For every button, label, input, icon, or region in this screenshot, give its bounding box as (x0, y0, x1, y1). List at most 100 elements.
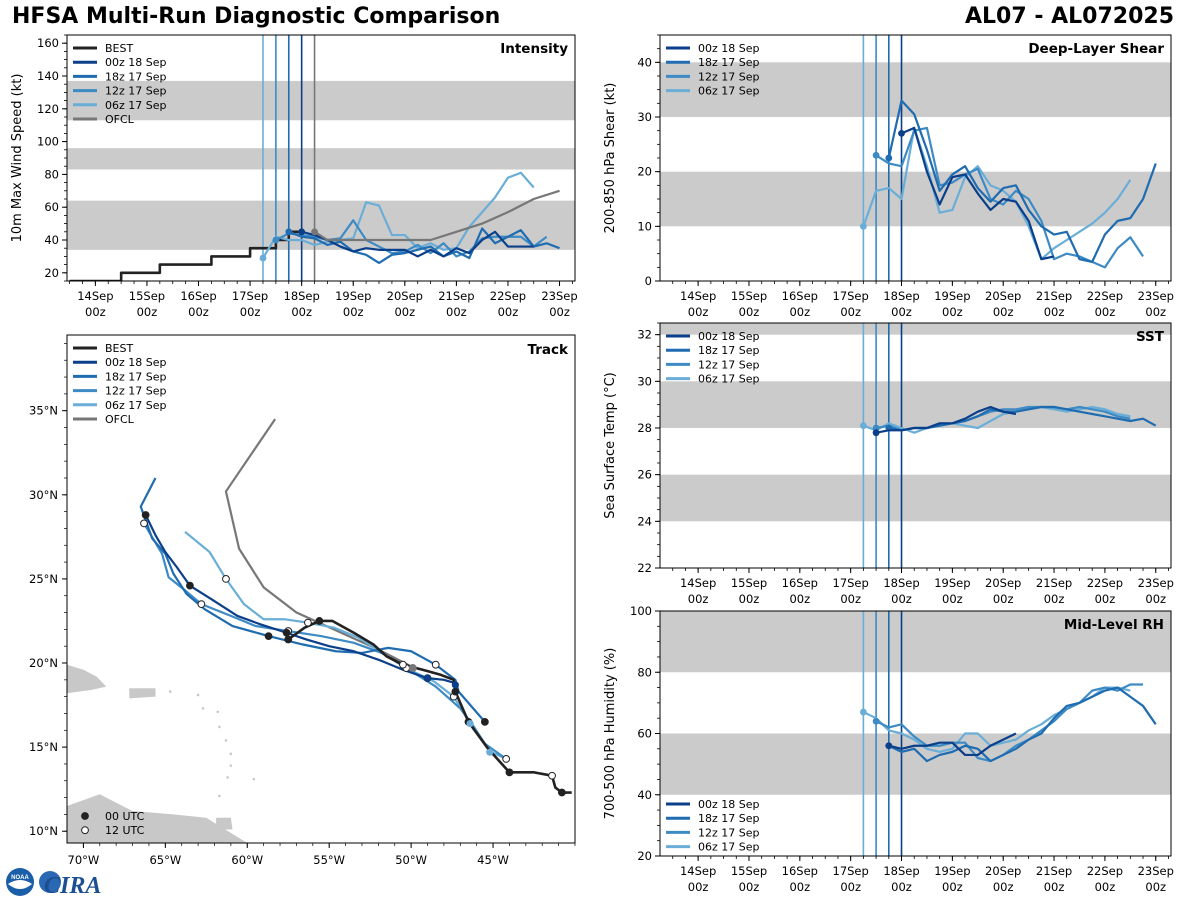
marker-legend-swatch (81, 826, 89, 835)
x-tick-day: 22Sep (1087, 576, 1123, 590)
x-tick-day: 20Sep (387, 289, 423, 303)
y-tick-label: 20 (637, 849, 652, 863)
x-tick-hour: 00z (993, 592, 1014, 606)
y-axis-label: 700-500 hPa Humidity (%) (603, 648, 618, 820)
y-tick-label: 15°N (29, 740, 58, 754)
south-america-land (67, 794, 248, 843)
track-line-12z-17-sep (143, 522, 507, 760)
legend-label: 06z 17 Sep (698, 373, 760, 386)
ofcl-current-point (408, 664, 417, 673)
x-tick-hour: 00z (942, 880, 963, 894)
storm-id: AL07 - AL072025 (965, 4, 1174, 29)
panel-title: SST (1136, 329, 1165, 345)
sst-panel: 22 24 26 28 30 32 14Sep 00z 15Sep 00z 16Sep 00z 17Se… (603, 322, 1174, 606)
x-tick-day: 17Sep (833, 576, 869, 590)
y-tick-label: 20°N (29, 656, 58, 670)
x-tick-hour: 00z (891, 880, 912, 894)
x-tick-hour: 00z (840, 592, 861, 606)
track-point-00utc (264, 632, 273, 640)
y-tick-label: 10°N (29, 824, 58, 838)
x-tick-hour: 00z (942, 592, 963, 606)
small-island-land (229, 752, 233, 756)
x-tick-day: 17Sep (833, 864, 869, 878)
cira-logo-text: CIRA (44, 873, 101, 898)
sst-plot-area (660, 323, 1171, 568)
y-tick-label: 100 (37, 135, 59, 149)
x-tick-hour: 00z (188, 305, 209, 319)
x-tick-day: 15Sep (731, 289, 767, 303)
y-tick-label: 22 (637, 561, 652, 575)
legend-label: 00z 18 Sep (698, 42, 760, 55)
x-tick-day: 14Sep (680, 289, 716, 303)
x-tick-hour: 00z (688, 592, 709, 606)
y-tick-label: 140 (37, 69, 59, 83)
y-tick-label: 24 (637, 514, 652, 528)
land-mass (67, 664, 256, 843)
run-current-point (423, 674, 432, 682)
run-current-point (466, 719, 474, 728)
axes-frame (66, 334, 576, 844)
track-point-00utc (315, 617, 324, 625)
init-point (285, 228, 293, 236)
x-tick-day: 22Sep (1087, 289, 1123, 303)
series-line-06z-17-sep (862, 126, 1132, 261)
intensity-panel: 20 40 60 80 100 120 140 160 14Sep 00z 15Sep 00z 16Se… (10, 34, 578, 319)
shaded-band (660, 323, 1171, 335)
init-point (259, 254, 267, 262)
track-point-12utc (140, 519, 148, 528)
series-line-00z-18-sep (888, 732, 1017, 757)
small-island-land (201, 707, 205, 710)
y-tick-label: 10 (637, 219, 652, 233)
y-tick-label: 60 (44, 200, 59, 214)
track-point-12utc (197, 600, 206, 609)
y-tick-label: 20 (637, 165, 652, 179)
x-tick-day: 16Sep (782, 289, 818, 303)
x-tick-label: 55°W (313, 853, 345, 867)
track-map-area (67, 418, 572, 843)
x-tick-hour: 00z (688, 880, 709, 894)
legend-label: 12z 17 Sep (698, 70, 760, 83)
y-tick-label: 35°N (29, 404, 58, 418)
y-axis-label: 200-850 hPa Shear (kt) (603, 83, 618, 234)
series-line-ofcl (313, 189, 560, 242)
x-tick-hour: 00z (993, 305, 1014, 319)
x-tick-day: 14Sep (680, 864, 716, 878)
track-point-12utc (399, 660, 407, 669)
x-tick-day: 21Sep (438, 289, 474, 303)
track-point-00utc (282, 628, 291, 637)
series-line-06z-17-sep (262, 171, 535, 259)
init-point (298, 228, 306, 236)
x-tick-day: 18Sep (284, 289, 320, 303)
legend-label: 12z 17 Sep (105, 385, 167, 398)
y-tick-label: 80 (44, 167, 59, 181)
x-tick-hour: 00z (789, 592, 810, 606)
x-tick-hour: 00z (993, 880, 1014, 894)
track-point-12utc (548, 771, 556, 780)
y-tick-label: 30 (637, 374, 652, 388)
x-tick-day: 20Sep (985, 576, 1021, 590)
legend-label: 12z 17 Sep (698, 358, 760, 371)
track-point-00utc (480, 717, 489, 726)
legend-label: 12z 17 Sep (105, 85, 167, 98)
shaded-band (660, 171, 1171, 227)
x-tick-hour: 00z (1095, 305, 1116, 319)
y-tick-label: 26 (637, 468, 652, 482)
legend-label: 18z 17 Sep (105, 370, 167, 383)
x-tick-day: 19Sep (335, 289, 371, 303)
x-tick-day: 23Sep (541, 289, 577, 303)
track-point-00utc (284, 635, 293, 644)
x-tick-label: 60°W (231, 853, 263, 867)
init-point (872, 429, 880, 437)
x-tick-hour: 00z (1044, 305, 1065, 319)
cira-logo: NOAA CIRA (6, 868, 101, 898)
shaded-band (67, 148, 575, 170)
x-tick-label: 45°W (477, 853, 509, 867)
run-current-point (451, 681, 459, 689)
y-tick-label: 0 (645, 274, 652, 288)
marker-legend-swatch (81, 812, 89, 820)
small-island-land (218, 794, 221, 798)
track-point-12utc (431, 660, 440, 669)
legend-label: 06z 17 Sep (698, 841, 760, 854)
x-tick-day: 15Sep (129, 289, 165, 303)
shaded-band (660, 62, 1171, 117)
